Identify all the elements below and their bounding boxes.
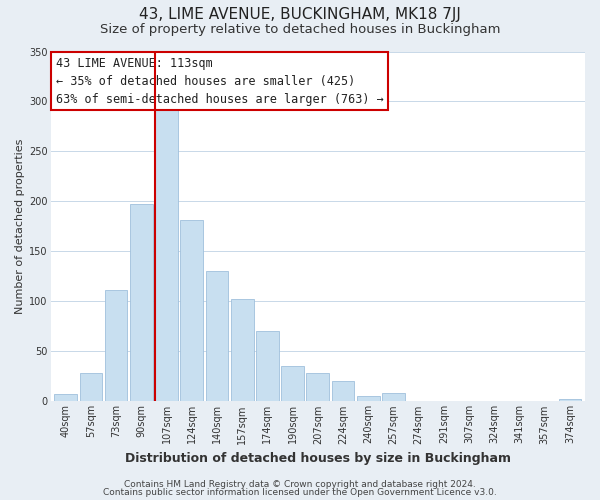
Text: 43 LIME AVENUE: 113sqm
← 35% of detached houses are smaller (425)
63% of semi-de: 43 LIME AVENUE: 113sqm ← 35% of detached… [56, 56, 383, 106]
Text: Contains public sector information licensed under the Open Government Licence v3: Contains public sector information licen… [103, 488, 497, 497]
Bar [80, 374, 102, 402]
Bar [559, 400, 581, 402]
Bar [382, 394, 405, 402]
Bar [357, 396, 380, 402]
Y-axis label: Number of detached properties: Number of detached properties [15, 139, 25, 314]
Bar [206, 272, 228, 402]
Text: Size of property relative to detached houses in Buckingham: Size of property relative to detached ho… [100, 22, 500, 36]
Bar [181, 220, 203, 402]
Bar [231, 300, 254, 402]
X-axis label: Distribution of detached houses by size in Buckingham: Distribution of detached houses by size … [125, 452, 511, 465]
Text: Contains HM Land Registry data © Crown copyright and database right 2024.: Contains HM Land Registry data © Crown c… [124, 480, 476, 489]
Bar [130, 204, 152, 402]
Bar [307, 374, 329, 402]
Bar [155, 106, 178, 402]
Bar [55, 394, 77, 402]
Bar [332, 382, 355, 402]
Bar [281, 366, 304, 402]
Text: 43, LIME AVENUE, BUCKINGHAM, MK18 7JJ: 43, LIME AVENUE, BUCKINGHAM, MK18 7JJ [139, 8, 461, 22]
Bar [105, 290, 127, 402]
Bar [256, 332, 279, 402]
